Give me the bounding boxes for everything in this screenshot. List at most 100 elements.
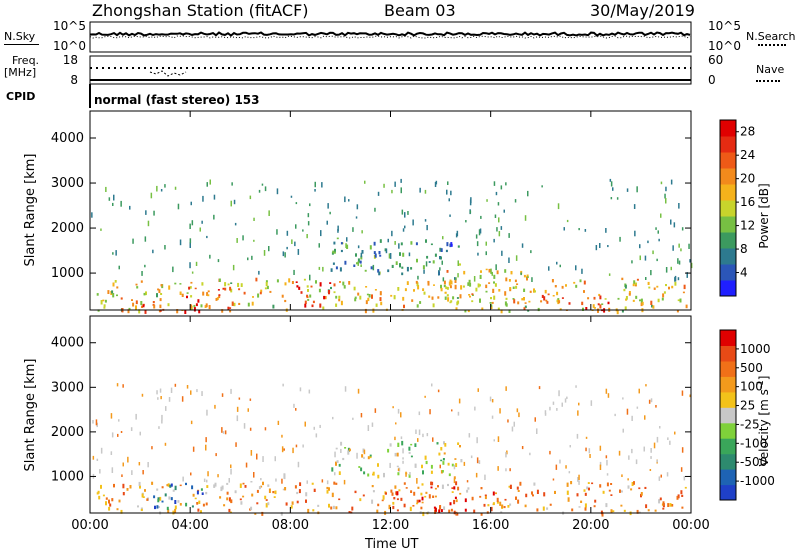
power-echo-mark bbox=[607, 245, 609, 248]
power-echo-mark bbox=[401, 209, 404, 215]
power-colorbar: 4 8 12 16 20 24 28 bbox=[719, 119, 755, 297]
power-echo-mark bbox=[599, 243, 601, 248]
velocity-echo-mark bbox=[192, 493, 195, 497]
power-echo-mark bbox=[377, 269, 380, 273]
power-echo-mark bbox=[508, 257, 510, 263]
power-echo-mark bbox=[665, 186, 667, 192]
power-echo-mark bbox=[132, 238, 134, 244]
power-echo-mark bbox=[490, 304, 493, 307]
power-echo-mark bbox=[491, 301, 494, 304]
power-echo-mark bbox=[218, 295, 221, 299]
power-echo-mark bbox=[410, 241, 413, 245]
velocity-echo-mark bbox=[397, 468, 400, 471]
power-echo-mark bbox=[200, 304, 203, 308]
x-tick-label: 04:00 bbox=[171, 518, 209, 533]
power-echo-mark bbox=[307, 221, 310, 226]
velocity-echo-mark bbox=[363, 449, 366, 455]
power-echo-mark bbox=[257, 293, 260, 298]
velocity-echo-mark bbox=[111, 467, 114, 473]
velocity-echo-mark bbox=[660, 474, 662, 478]
power-echo-mark bbox=[652, 250, 654, 255]
velocity-echo-mark bbox=[549, 406, 551, 411]
power-echo-mark bbox=[378, 271, 381, 276]
power-echo-mark bbox=[514, 279, 517, 283]
velocity-echo-marks bbox=[92, 383, 691, 517]
velocity-echo-mark bbox=[599, 461, 602, 467]
power-echo-mark bbox=[498, 289, 501, 292]
power-echo-mark bbox=[218, 278, 221, 282]
velocity-echo-mark bbox=[585, 447, 587, 452]
power-echo-mark bbox=[373, 241, 376, 246]
power-echo-mark bbox=[309, 274, 311, 281]
power-echo-mark bbox=[181, 293, 184, 297]
velocity-echo-mark bbox=[552, 478, 555, 481]
velocity-echo-mark bbox=[164, 493, 167, 497]
power-echo-mark bbox=[204, 305, 207, 308]
velocity-echo-mark bbox=[658, 476, 661, 481]
velocity-echo-mark bbox=[367, 425, 370, 431]
velocity-echo-mark bbox=[226, 497, 229, 501]
velocity-echo-mark bbox=[326, 490, 329, 494]
power-echo-mark bbox=[682, 291, 685, 294]
power-echo-mark bbox=[322, 306, 325, 310]
power-echo-mark bbox=[442, 277, 445, 282]
velocity-echo-mark bbox=[517, 490, 520, 492]
velocity-colorbar-swatch bbox=[720, 453, 736, 470]
velocity-echo-mark bbox=[283, 448, 285, 451]
velocity-echo-mark bbox=[306, 480, 308, 484]
power-echo-mark bbox=[337, 225, 339, 232]
power-colorbar-swatch bbox=[720, 280, 736, 297]
power-echo-mark bbox=[657, 298, 660, 303]
velocity-echo-mark bbox=[397, 472, 400, 476]
power-echo-mark bbox=[546, 301, 549, 304]
power-echo-mark bbox=[104, 299, 107, 303]
power-echo-mark bbox=[450, 243, 453, 247]
power-echo-mark bbox=[417, 285, 420, 290]
velocity-colorbar-tick: 25 bbox=[740, 399, 755, 413]
power-echo-mark bbox=[428, 295, 431, 298]
velocity-colorbar-swatch bbox=[720, 422, 736, 439]
power-echo-mark bbox=[494, 214, 497, 218]
power-echo-mark bbox=[587, 297, 590, 300]
velocity-echo-mark bbox=[165, 406, 167, 411]
power-echo-mark bbox=[497, 202, 500, 206]
velocity-echo-mark bbox=[412, 505, 415, 507]
velocity-echo-mark bbox=[561, 402, 563, 407]
velocity-echo-mark bbox=[566, 490, 569, 495]
power-echo-mark bbox=[568, 302, 571, 305]
power-echo-mark bbox=[354, 296, 357, 299]
power-echo-mark bbox=[448, 281, 451, 286]
velocity-echo-mark bbox=[517, 499, 520, 504]
power-echo-mark bbox=[190, 281, 193, 284]
velocity-echo-mark bbox=[267, 502, 270, 506]
velocity-echo-mark bbox=[447, 462, 450, 466]
power-echo-mark bbox=[515, 285, 518, 289]
power-echo-mark bbox=[644, 255, 647, 261]
velocity-echo-mark bbox=[120, 431, 123, 433]
velocity-echo-mark bbox=[206, 409, 208, 416]
velocity-echo-mark bbox=[491, 399, 494, 403]
power-echo-mark bbox=[357, 261, 359, 266]
power-echo-mark bbox=[554, 285, 557, 288]
power-echo-mark bbox=[635, 295, 638, 299]
power-echo-mark bbox=[189, 242, 191, 248]
velocity-echo-mark bbox=[513, 421, 515, 427]
power-echo-mark bbox=[253, 239, 255, 242]
power-echo-mark bbox=[521, 243, 524, 248]
power-echo-mark bbox=[174, 186, 177, 190]
power-colorbar-tick: 12 bbox=[740, 219, 755, 233]
velocity-echo-mark bbox=[426, 433, 429, 437]
velocity-echo-mark bbox=[424, 395, 426, 398]
velocity-echo-mark bbox=[433, 506, 436, 509]
power-echo-mark bbox=[673, 222, 676, 228]
velocity-echo-mark bbox=[161, 500, 164, 503]
power-echo-mark bbox=[521, 298, 524, 301]
velocity-echo-mark bbox=[200, 488, 203, 491]
power-echo-mark bbox=[427, 280, 430, 284]
power-echo-mark bbox=[102, 299, 105, 302]
velocity-echo-mark bbox=[265, 499, 268, 501]
velocity-echo-mark bbox=[689, 394, 691, 398]
power-echo-mark bbox=[120, 297, 123, 300]
power-echo-mark bbox=[333, 241, 336, 245]
